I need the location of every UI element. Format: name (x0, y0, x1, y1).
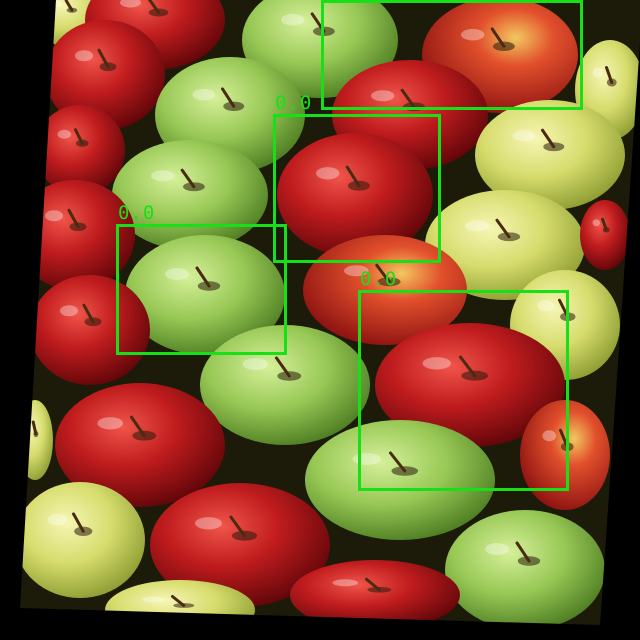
detection-box (321, 0, 583, 110)
apple (445, 510, 605, 630)
apple (580, 200, 630, 270)
detection-score-label: 0.0 (360, 270, 397, 289)
detection-score-label: 0.0 (275, 94, 312, 113)
detection-box (358, 290, 569, 491)
detection-box (116, 224, 287, 355)
detection-box (273, 114, 441, 263)
detection-score-label: 0.0 (118, 204, 155, 223)
apple (15, 482, 145, 598)
